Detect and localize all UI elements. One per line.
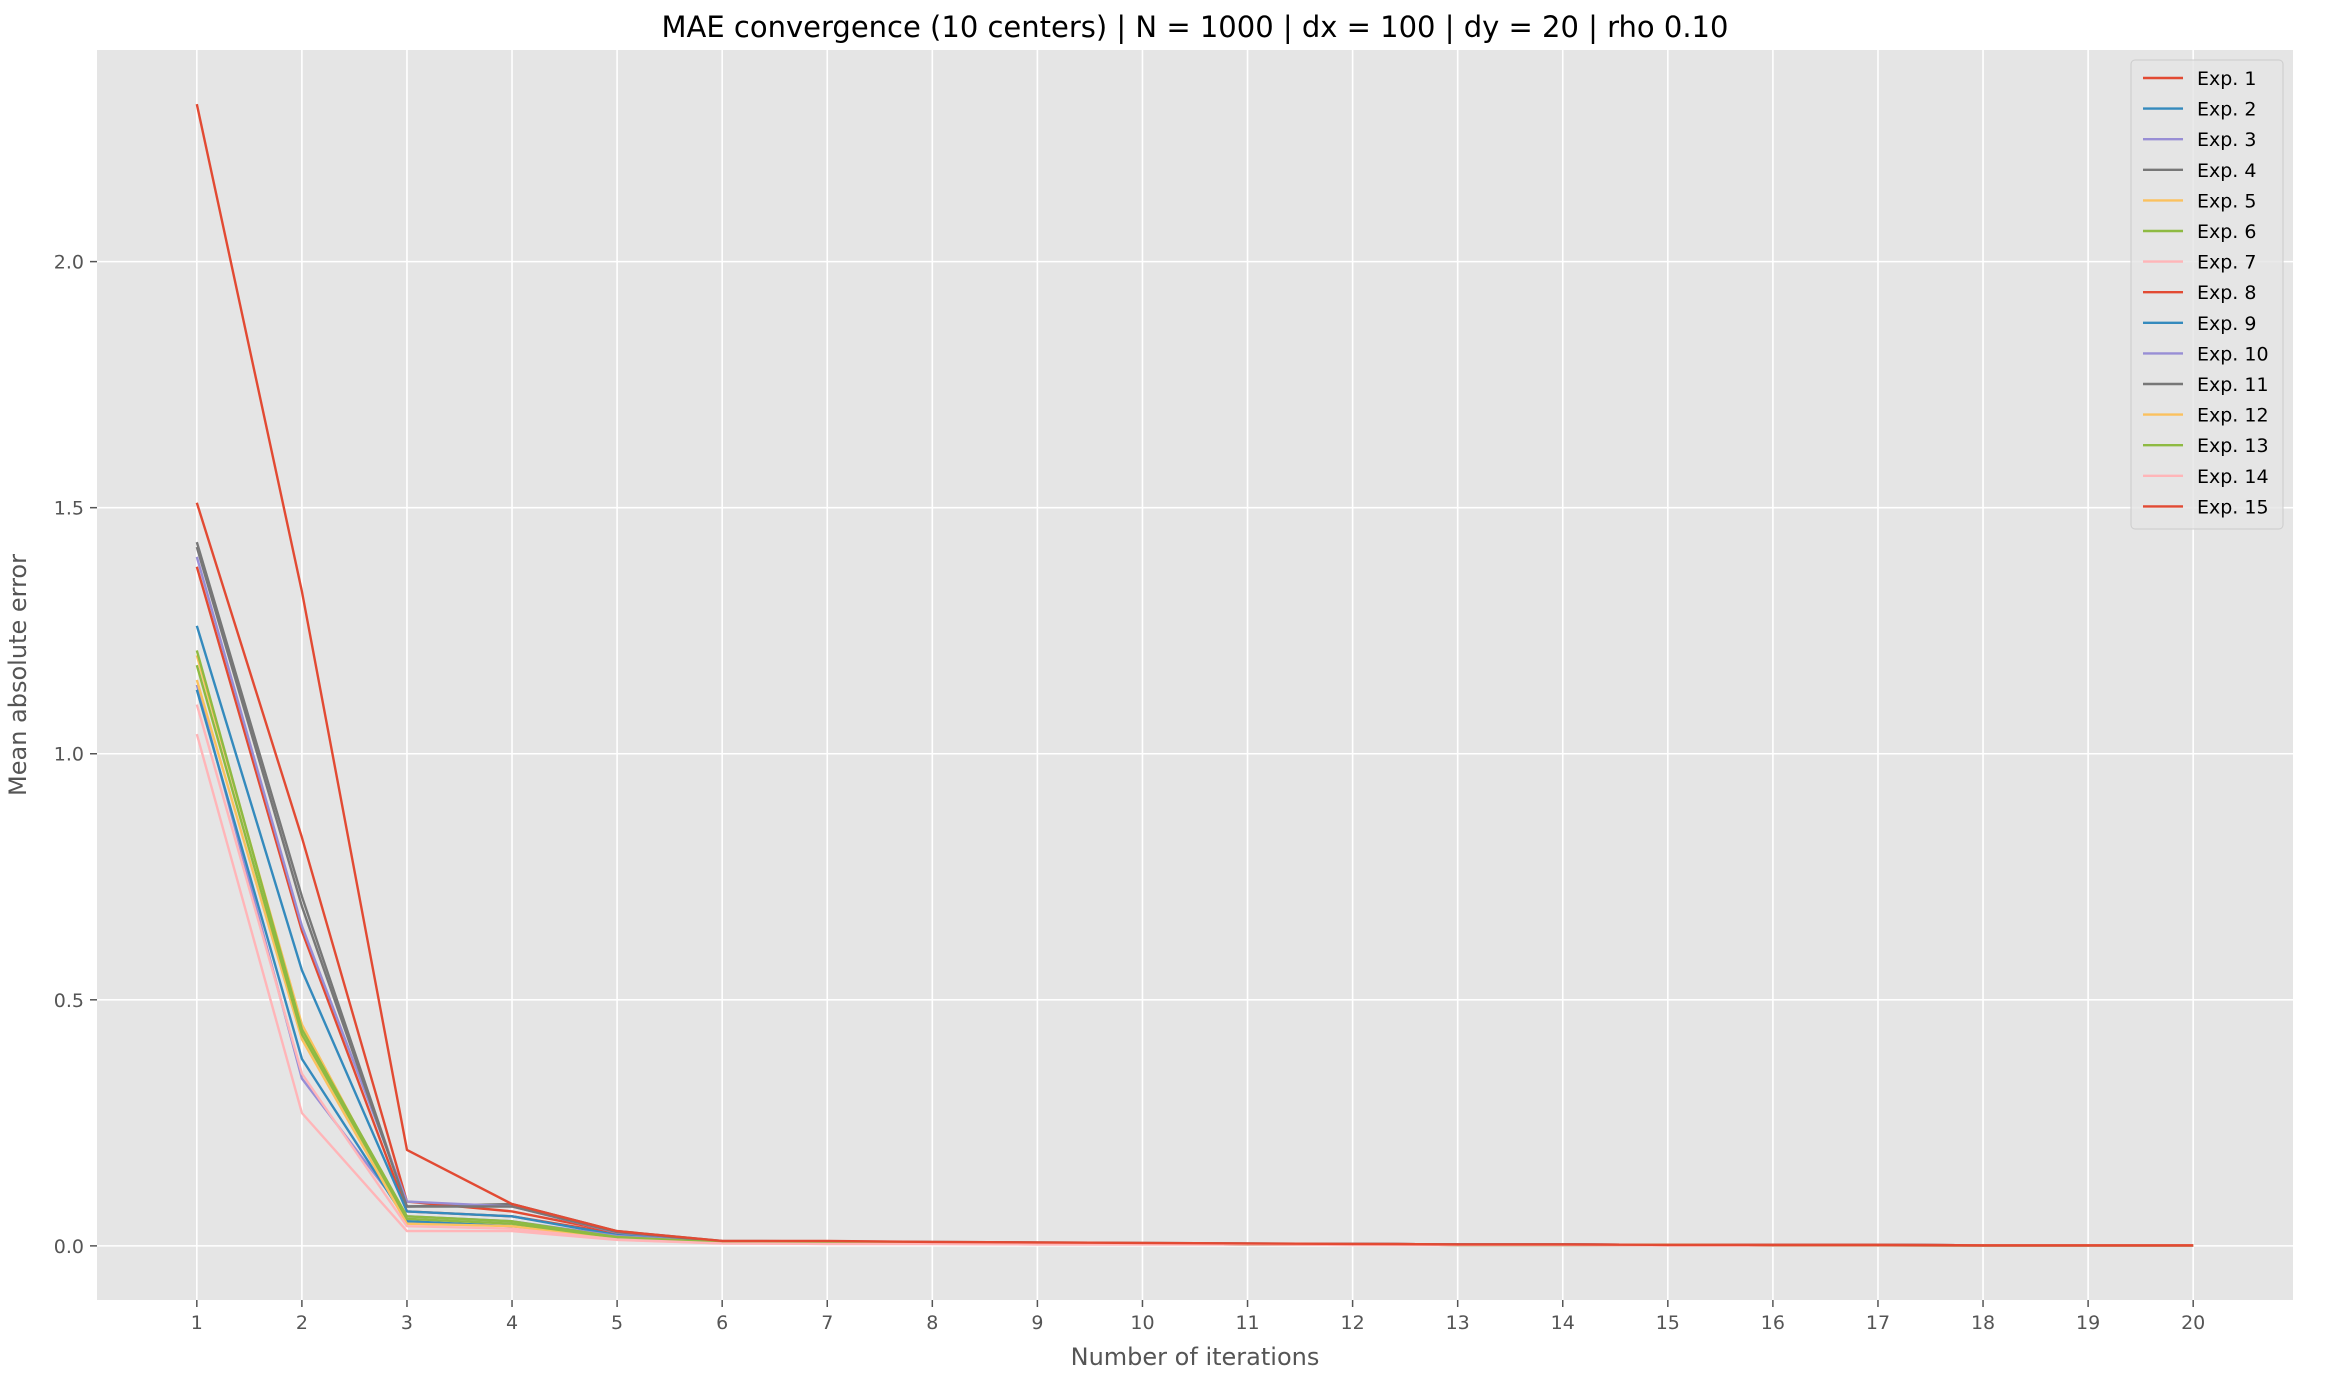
series-lines <box>195 103 2194 1247</box>
x-tick-label: 9 <box>1031 1312 1043 1334</box>
x-tick-label: 7 <box>821 1312 833 1334</box>
y-axis-label: Mean absolute error <box>4 554 32 796</box>
x-tick-label: 5 <box>611 1312 623 1334</box>
x-tick-label: 6 <box>716 1312 728 1334</box>
y-tick-label: 0.5 <box>54 990 84 1012</box>
y-tick-label: 1.0 <box>54 744 84 766</box>
y-tick-label: 2.0 <box>54 252 84 274</box>
x-tick-label: 4 <box>506 1312 518 1334</box>
x-tick-label: 13 <box>1446 1312 1470 1334</box>
legend-label: Exp. 2 <box>2197 99 2256 121</box>
x-tick-label: 19 <box>2076 1312 2100 1334</box>
axis-ticks: 1 2 3 4 5 6 7 8 9 10 11 12 13 14 15 16 17 18 19 200.00.51.0… <box>54 252 2205 1334</box>
y-tick-label: 0.0 <box>54 1236 84 1258</box>
chart-title: MAE convergence (10 centers) | N = 1000 … <box>662 10 1729 44</box>
legend-label: Exp. 13 <box>2197 435 2269 457</box>
legend-box <box>2130 59 2284 530</box>
x-tick-label: 18 <box>1971 1312 1995 1334</box>
x-tick-label: 14 <box>1551 1312 1575 1334</box>
legend: Exp. 1 Exp. 2 Exp. 3 Exp. 4 Exp. 5 Exp. 6 Exp.… <box>2130 59 2284 530</box>
legend-label: Exp. 3 <box>2197 129 2256 151</box>
x-axis-label: Number of iterations <box>1071 1343 1320 1371</box>
legend-label: Exp. 12 <box>2197 405 2269 427</box>
x-tick-label: 2 <box>296 1312 308 1334</box>
x-tick-label: 17 <box>1866 1312 1890 1334</box>
x-tick-label: 20 <box>2181 1312 2205 1334</box>
x-tick-label: 3 <box>401 1312 413 1334</box>
x-tick-label: 12 <box>1341 1312 1365 1334</box>
legend-label: Exp. 8 <box>2197 282 2256 304</box>
grid <box>97 50 2293 1300</box>
legend-label: Exp. 10 <box>2197 343 2269 365</box>
x-tick-label: 16 <box>1761 1312 1785 1334</box>
series-line <box>195 103 2194 1247</box>
x-tick-label: 1 <box>191 1312 203 1334</box>
legend-label: Exp. 7 <box>2197 252 2256 274</box>
x-tick-label: 8 <box>926 1312 938 1334</box>
x-tick-label: 15 <box>1656 1312 1680 1334</box>
legend-label: Exp. 14 <box>2197 466 2269 488</box>
legend-label: Exp. 9 <box>2197 313 2256 335</box>
legend-label: Exp. 6 <box>2197 221 2256 243</box>
legend-label: Exp. 11 <box>2197 374 2269 396</box>
legend-label: Exp. 4 <box>2197 160 2256 182</box>
x-tick-label: 11 <box>1235 1312 1259 1334</box>
plot-area <box>97 50 2293 1300</box>
legend-label: Exp. 5 <box>2197 190 2256 212</box>
legend-label: Exp. 1 <box>2197 68 2256 90</box>
y-tick-label: 1.5 <box>54 498 84 520</box>
x-tick-label: 10 <box>1130 1312 1154 1334</box>
legend-label: Exp. 15 <box>2197 496 2269 518</box>
